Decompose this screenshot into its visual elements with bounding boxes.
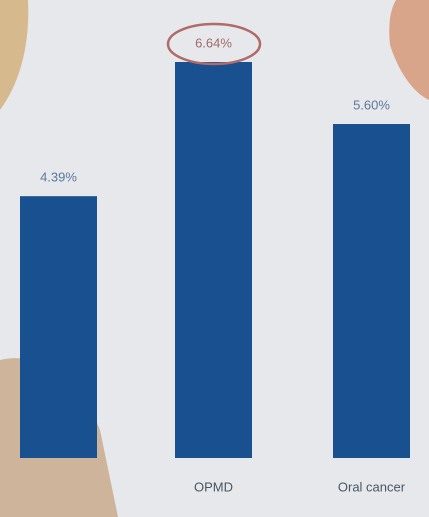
bar xyxy=(20,196,97,458)
value-label: 6.64% xyxy=(195,35,232,50)
x-tick-label: Oral cancer xyxy=(338,479,406,494)
x-tick-label: OPMD xyxy=(194,479,233,494)
chart: 4.39% 6.64% OPMD 5.60% Oral cancer xyxy=(0,0,429,517)
bar xyxy=(333,124,410,458)
value-label: 5.60% xyxy=(353,97,390,112)
value-label: 4.39% xyxy=(40,170,77,185)
bar xyxy=(175,62,252,458)
